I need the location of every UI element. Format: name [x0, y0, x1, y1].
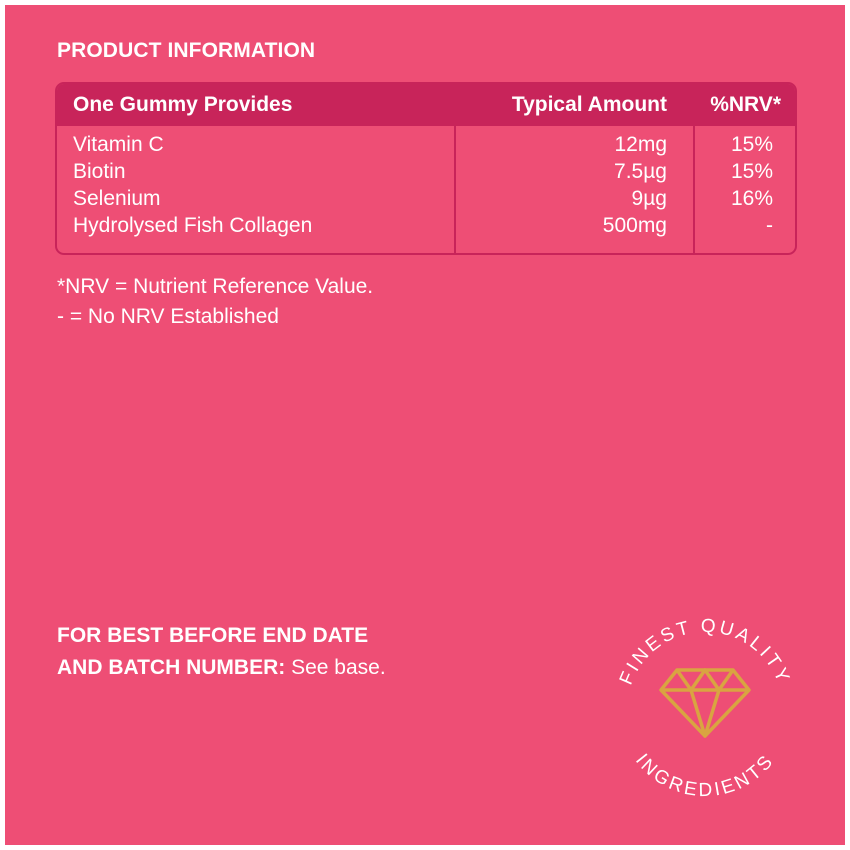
nutrient-nrv: -: [766, 214, 773, 237]
best-before-line1: FOR BEST BEFORE END DATE: [57, 624, 369, 647]
nutrient-amount: 7.5µg: [614, 160, 667, 183]
header-nutrient: One Gummy Provides: [73, 93, 293, 116]
finest-quality-badge: FINEST QUALITY INGREDIENTS: [616, 616, 794, 802]
nutrient-name: Biotin: [73, 160, 126, 183]
header-amount: Typical Amount: [511, 93, 667, 116]
header-nrv: %NRV*: [710, 93, 781, 116]
badge-bottom-text: INGREDIENTS: [631, 750, 779, 801]
nutrient-name: Vitamin C: [73, 133, 164, 156]
badge-top-text: FINEST QUALITY: [616, 616, 794, 688]
nutrient-amount: 12mg: [614, 133, 667, 156]
nutrient-name: Selenium: [73, 187, 161, 210]
best-before-text: FOR BEST BEFORE END DATE AND BATCH NUMBE…: [57, 620, 386, 684]
nutrient-column: Vitamin C Biotin Selenium Hydrolysed Fis…: [73, 131, 312, 239]
nutrition-table: One Gummy Provides Typical Amount %NRV* …: [55, 82, 797, 255]
nutrient-amount: 500mg: [602, 214, 667, 237]
product-info-panel: PRODUCT INFORMATION One Gummy Provides T…: [5, 5, 845, 845]
nrv-footnote: *NRV = Nutrient Reference Value.: [57, 275, 374, 298]
table-header: One Gummy Provides Typical Amount %NRV*: [57, 84, 795, 126]
nutrient-nrv: 15%: [730, 133, 773, 156]
section-title: PRODUCT INFORMATION: [57, 39, 316, 62]
nutrient-name: Hydrolysed Fish Collagen: [73, 214, 313, 237]
nrv-column: 15% 15% 16% -: [731, 131, 773, 239]
diamond-icon: [659, 668, 751, 738]
nutrient-nrv: 16%: [730, 187, 773, 210]
batch-number-value: See base.: [285, 656, 386, 679]
nutrient-amount: 9µg: [631, 187, 667, 210]
batch-number-label: AND BATCH NUMBER:: [57, 656, 286, 679]
column-divider: [454, 126, 456, 253]
nutrient-nrv: 15%: [730, 160, 773, 183]
no-nrv-footnote: - = No NRV Established: [57, 305, 279, 328]
column-divider: [693, 126, 695, 253]
amount-column: 12mg 7.5µg 9µg 500mg: [603, 131, 667, 239]
